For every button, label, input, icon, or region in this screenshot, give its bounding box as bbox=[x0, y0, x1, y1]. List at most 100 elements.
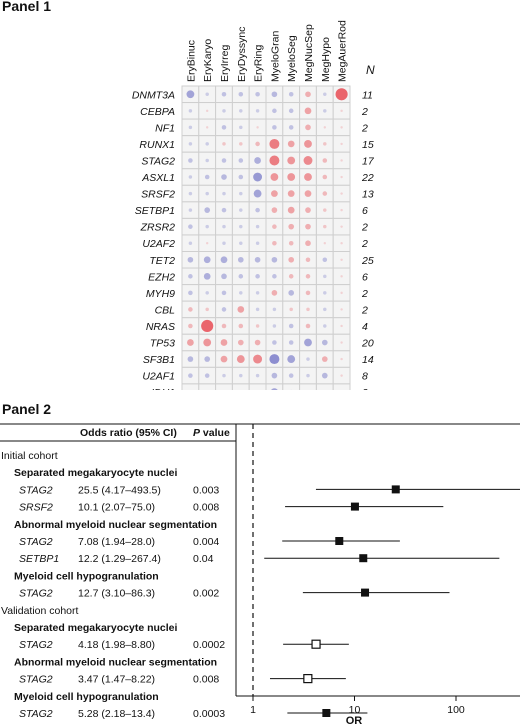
heatmap-cell bbox=[332, 383, 351, 390]
heatmap-bubble bbox=[340, 341, 343, 344]
heatmap-bubble bbox=[255, 207, 260, 213]
heatmap-bubble bbox=[205, 224, 209, 229]
heatmap-bubble bbox=[186, 90, 195, 99]
feature-label: Abnormal myeloid nuclear segmentation bbox=[14, 519, 217, 531]
p-value: 0.008 bbox=[193, 674, 219, 686]
heatmap-bubble bbox=[206, 242, 209, 245]
heatmap-bubble bbox=[203, 272, 211, 280]
heatmap-bubble bbox=[205, 158, 209, 163]
row-label-zrsr2: ZRSR2 bbox=[140, 222, 176, 234]
heatmap-bubble bbox=[204, 207, 211, 213]
heatmap-bubble bbox=[288, 240, 294, 246]
heatmap-bubble bbox=[340, 175, 343, 179]
n-value-srsf2: 13 bbox=[362, 189, 374, 201]
heatmap-bubble bbox=[188, 241, 193, 245]
heatmap-bubble bbox=[239, 109, 243, 113]
heatmap-bubble bbox=[304, 190, 312, 197]
heatmap-bubble bbox=[239, 125, 243, 130]
heatmap-bubble bbox=[306, 307, 310, 312]
p-value: 0.003 bbox=[193, 484, 219, 496]
forest-plot-panel: Panel 2 Odds ratio (95% CI) P value 1 10 100 O… bbox=[0, 401, 520, 724]
heatmap-bubble bbox=[255, 274, 260, 279]
heatmap-bubble bbox=[203, 256, 211, 264]
heatmap-bubble bbox=[271, 388, 278, 390]
heatmap-bubble bbox=[255, 109, 260, 113]
heatmap-bubble bbox=[220, 355, 228, 363]
heatmap-bubble bbox=[306, 357, 310, 361]
heatmap-bubble bbox=[255, 291, 260, 295]
heatmap-bubble bbox=[221, 158, 227, 163]
n-value-setbp1: 6 bbox=[362, 205, 368, 217]
heatmap-bubble bbox=[323, 274, 327, 279]
heatmap-bubble bbox=[255, 324, 260, 328]
heatmap-bubble bbox=[305, 240, 311, 247]
heatmap-bubble bbox=[253, 172, 263, 182]
n-value-stag2: 17 bbox=[362, 155, 375, 167]
heatmap-bubble bbox=[269, 138, 280, 149]
n-value-tet2: 25 bbox=[361, 255, 374, 267]
heatmap-bubble bbox=[253, 354, 263, 364]
heatmap-bubble bbox=[255, 141, 260, 147]
heatmap-bubble bbox=[305, 257, 311, 263]
heatmap-bubble bbox=[188, 158, 193, 163]
heatmap-bubble bbox=[323, 291, 327, 295]
n-value-cbl: 2 bbox=[361, 304, 368, 316]
feature-label: Abnormal myeloid nuclear segmentation bbox=[14, 656, 217, 668]
heatmap-bubble bbox=[255, 241, 260, 245]
row-label-u2af1: U2AF1 bbox=[142, 371, 175, 383]
heatmap-bubble bbox=[288, 91, 294, 97]
heatmap-bubble bbox=[323, 126, 326, 129]
n-value-ezh2: 6 bbox=[362, 271, 368, 283]
gene-label: SETBP1 bbox=[19, 553, 59, 565]
heatmap-cell bbox=[265, 383, 284, 390]
heatmap-bubble bbox=[238, 274, 244, 279]
heatmap-bubble bbox=[272, 340, 277, 345]
heatmap-bubble bbox=[272, 274, 277, 279]
heatmap-bubble bbox=[205, 307, 209, 312]
p-value: 0.002 bbox=[193, 588, 219, 600]
heatmap-bubble bbox=[188, 125, 193, 130]
heatmap-bubble bbox=[204, 373, 210, 378]
gene-label: STAG2 bbox=[19, 639, 53, 651]
heatmap-bubble bbox=[238, 158, 244, 163]
row-label-setbp1: SETBP1 bbox=[135, 205, 175, 217]
row-label-sf3b1: SF3B1 bbox=[143, 354, 175, 366]
heatmap-bubble bbox=[187, 256, 194, 263]
gene-label: STAG2 bbox=[19, 484, 53, 496]
row-label-asxl1: ASXL1 bbox=[141, 172, 175, 184]
or-column-header: Odds ratio (95% CI) bbox=[80, 427, 177, 439]
n-column-header: N bbox=[366, 63, 375, 77]
column-label-erykaryo: EryKaryo bbox=[202, 39, 214, 82]
column-label-meghypo: MegHypo bbox=[320, 37, 332, 82]
heatmap-bubble bbox=[204, 174, 210, 180]
column-label-eryirreg: EryIrreg bbox=[219, 45, 231, 83]
heatmap-bubble bbox=[239, 208, 243, 212]
or-marker-filled bbox=[322, 709, 331, 717]
feature-label: Separated megakaryocyte nuclei bbox=[14, 467, 177, 479]
heatmap-bubble bbox=[287, 173, 296, 181]
heatmap-bubble bbox=[188, 290, 193, 296]
heatmap-bubble bbox=[188, 307, 193, 312]
or-ci-value: 10.1 (2.07–75.0) bbox=[78, 502, 155, 514]
heatmap-bubble bbox=[188, 274, 193, 279]
heatmap-bubble bbox=[255, 224, 260, 229]
heatmap-bubble bbox=[340, 357, 343, 361]
heatmap-bubble bbox=[272, 224, 277, 229]
heatmap-bubble bbox=[271, 207, 278, 213]
column-label-myeloseg: MyeloSeg bbox=[286, 35, 298, 82]
heatmap-bubble bbox=[305, 207, 311, 213]
gene-label: SRSF2 bbox=[19, 502, 53, 514]
heatmap-bubble bbox=[239, 291, 243, 295]
heatmap-bubble bbox=[238, 174, 244, 180]
row-label-u2af2: U2AF2 bbox=[142, 238, 175, 250]
heatmap-bubble bbox=[270, 173, 279, 181]
heatmap-bubble bbox=[323, 224, 327, 229]
heatmap-bubble bbox=[271, 190, 278, 197]
heatmap-bubble bbox=[236, 355, 245, 363]
heatmap-bubble bbox=[305, 290, 311, 296]
heatmap-bubble bbox=[239, 241, 243, 245]
gene-label: STAG2 bbox=[19, 536, 53, 548]
mutation-morphology-heatmap: EryBinuc EryKaryo EryIrreg EryDyssync EryRin… bbox=[132, 20, 375, 390]
n-value-idh1: 3 bbox=[362, 387, 368, 390]
heatmap-bubble bbox=[187, 339, 194, 346]
